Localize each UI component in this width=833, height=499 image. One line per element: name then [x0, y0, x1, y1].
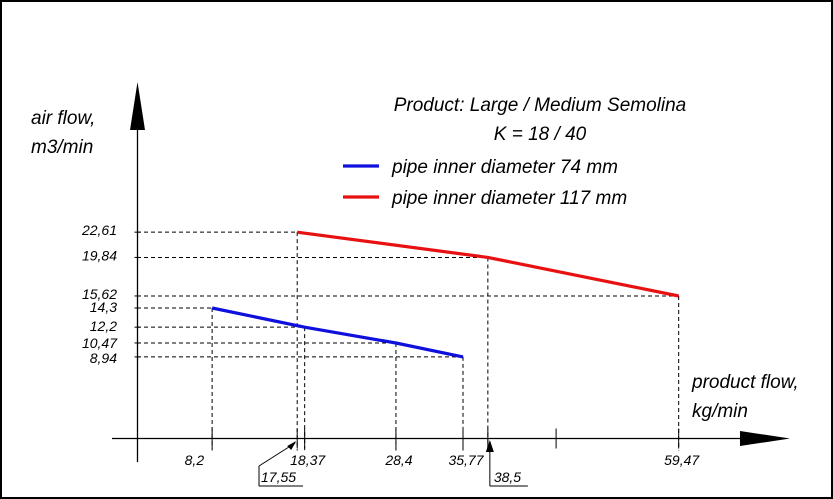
- legend-label: pipe inner diameter 74 mm: [391, 157, 618, 178]
- y-tick-label: 14,3: [90, 299, 117, 315]
- y-axis-arrow: [130, 82, 145, 130]
- chart-title-line: Product: Large / Medium Semolina: [394, 95, 687, 116]
- y-axis-title-line: m3/min: [31, 137, 93, 158]
- y-tick-label: 22,61: [81, 222, 117, 238]
- y-tick-label: 10,47: [82, 335, 118, 351]
- y-tick-label: 19,84: [82, 247, 117, 263]
- x-tick-label: 8,2: [185, 452, 205, 468]
- x-axis-title-line: kg/min: [692, 401, 748, 422]
- x-callout-label: 17,55: [261, 469, 296, 485]
- x-tick-label: 28,4: [384, 452, 412, 468]
- x-axis-title-line: product flow,: [691, 372, 799, 393]
- guide-lines: [137, 231, 680, 451]
- x-tick-label: 18,37: [290, 452, 326, 468]
- x-axis-arrow: [740, 431, 790, 446]
- y-tick-label: 8,94: [90, 350, 117, 366]
- x-callout-label: 38,5: [494, 469, 521, 485]
- callout-arrowhead: [485, 440, 494, 452]
- axes: [112, 82, 790, 462]
- y-tick-label: 12,2: [90, 318, 117, 334]
- y-tick-label: 15,62: [82, 286, 117, 302]
- x-tick-label: 35,77: [448, 452, 484, 468]
- series-line-74mm: [211, 306, 464, 359]
- chart-title-line: K = 18 / 40: [494, 124, 587, 145]
- callout-arrowhead: [287, 441, 297, 450]
- series-lines: [211, 230, 680, 359]
- legend: Product: Large / Medium Semolina K = 18 /…: [343, 95, 686, 209]
- legend-label: pipe inner diameter 117 mm: [391, 188, 627, 209]
- x-tick-label: 59,47: [664, 452, 700, 468]
- series-line-117mm: [296, 230, 680, 298]
- y-axis-title-line: air flow,: [31, 108, 95, 129]
